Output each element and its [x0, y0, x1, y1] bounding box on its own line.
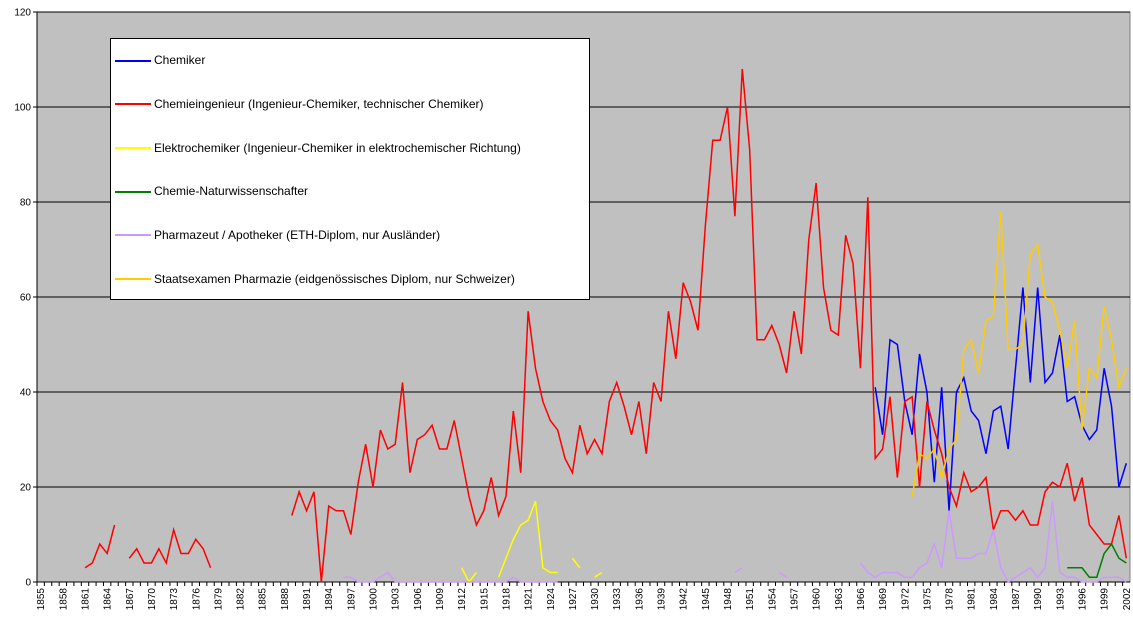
y-tick-label: 0 — [25, 578, 31, 589]
x-tick-label: 1969 — [878, 588, 889, 611]
x-tick-label: 1873 — [169, 588, 180, 611]
x-tick-label: 1957 — [789, 588, 800, 611]
legend-swatch — [115, 190, 151, 193]
legend-label: Elektrochemiker (Ingenieur-Chemiker in e… — [154, 140, 521, 155]
x-tick-label: 1912 — [457, 588, 468, 611]
legend-swatch — [115, 103, 151, 106]
x-tick-label: 1939 — [657, 588, 668, 611]
x-tick-label: 1888 — [280, 588, 291, 611]
x-tick-label: 1927 — [568, 588, 579, 611]
x-tick-label: 1903 — [391, 588, 402, 611]
x-tick-label: 1909 — [435, 588, 446, 611]
series-line — [1067, 542, 1127, 578]
legend-label: Chemie-Naturwissenschafter — [154, 184, 309, 199]
x-tick-label: 1906 — [413, 588, 424, 611]
x-tick-label: 1960 — [812, 588, 823, 611]
x-tick-label: 1867 — [125, 588, 136, 611]
series-line — [874, 287, 1128, 511]
x-tick-label: 1972 — [900, 588, 911, 611]
x-tick-label: 1876 — [191, 588, 202, 611]
legend-entry: Pharmazeut / Apotheker (ETH-Diplom, nur … — [115, 216, 584, 256]
series-line — [343, 501, 1127, 584]
legend-swatch — [115, 59, 151, 62]
x-tick-label: 1936 — [634, 588, 645, 611]
x-tick-label: 1981 — [967, 588, 978, 611]
x-tick-label: 1990 — [1033, 588, 1044, 611]
x-tick-label: 1987 — [1011, 588, 1022, 611]
x-tick-label: 1993 — [1055, 588, 1066, 611]
x-tick-label: 1963 — [834, 588, 845, 611]
legend-entry: Chemiker — [115, 41, 584, 81]
legend-label: Chemiker — [154, 53, 206, 68]
x-tick-label: 1870 — [147, 588, 158, 611]
legend-label: Staatsexamen Pharmazie (eidgenössisches … — [154, 271, 515, 286]
x-tick-label: 1864 — [103, 588, 114, 611]
legend-label: Chemieingenieur (Ingenieur-Chemiker, tec… — [154, 96, 484, 111]
legend-entry: Chemie-Naturwissenschafter — [115, 172, 584, 212]
x-tick-label: 1996 — [1077, 588, 1088, 611]
x-tick-label: 1894 — [324, 588, 335, 611]
legend-entry: Elektrochemiker (Ingenieur-Chemiker in e… — [115, 128, 584, 168]
x-tick-label: 1948 — [723, 588, 734, 611]
legend-entry: Chemieingenieur (Ingenieur-Chemiker, tec… — [115, 85, 584, 125]
x-tick-label: 1942 — [679, 588, 690, 611]
x-tick-label: 1966 — [856, 588, 867, 611]
x-tick-label: 1951 — [745, 588, 756, 611]
x-tick-label: 1897 — [346, 588, 357, 611]
x-tick-label: 1882 — [236, 588, 247, 611]
x-tick-label: 1918 — [501, 588, 512, 611]
y-tick-label: 60 — [20, 293, 32, 304]
x-tick-label: 1861 — [81, 588, 92, 611]
x-tick-label: 1933 — [612, 588, 623, 611]
x-tick-label: 1885 — [258, 588, 269, 611]
x-tick-label: 1891 — [302, 588, 313, 611]
x-tick-label: 1900 — [369, 588, 380, 611]
y-tick-label: 20 — [20, 483, 32, 494]
y-tick-label: 40 — [20, 388, 32, 399]
y-tick-label: 100 — [14, 103, 31, 114]
legend-entry: Staatsexamen Pharmazie (eidgenössisches … — [115, 259, 584, 299]
x-tick-label: 1954 — [767, 588, 778, 611]
x-tick-label: 1879 — [213, 588, 224, 611]
legend-swatch — [115, 278, 151, 281]
y-tick-label: 120 — [14, 8, 31, 19]
legend: Chemiker Chemieingenieur (Ingenieur-Chemi… — [110, 38, 590, 300]
x-tick-label: 1999 — [1100, 588, 1111, 611]
series-line — [84, 68, 1128, 583]
x-tick-label: 1945 — [701, 588, 712, 611]
series-line — [911, 211, 1128, 497]
x-tick-label: 1984 — [989, 588, 1000, 611]
y-tick-label: 80 — [20, 198, 32, 209]
x-tick-label: 1924 — [546, 588, 557, 611]
x-tick-label: 2002 — [1122, 588, 1133, 611]
x-tick-label: 1858 — [58, 588, 69, 611]
legend-swatch — [115, 234, 151, 237]
x-tick-label: 1921 — [524, 588, 535, 611]
legend-swatch — [115, 147, 151, 150]
x-tick-label: 1975 — [922, 588, 933, 611]
x-tick-label: 1855 — [36, 588, 47, 611]
x-tick-label: 1978 — [945, 588, 956, 611]
legend-label: Pharmazeut / Apotheker (ETH-Diplom, nur … — [154, 227, 441, 242]
x-tick-label: 1915 — [479, 588, 490, 611]
x-tick-label: 1930 — [590, 588, 601, 611]
